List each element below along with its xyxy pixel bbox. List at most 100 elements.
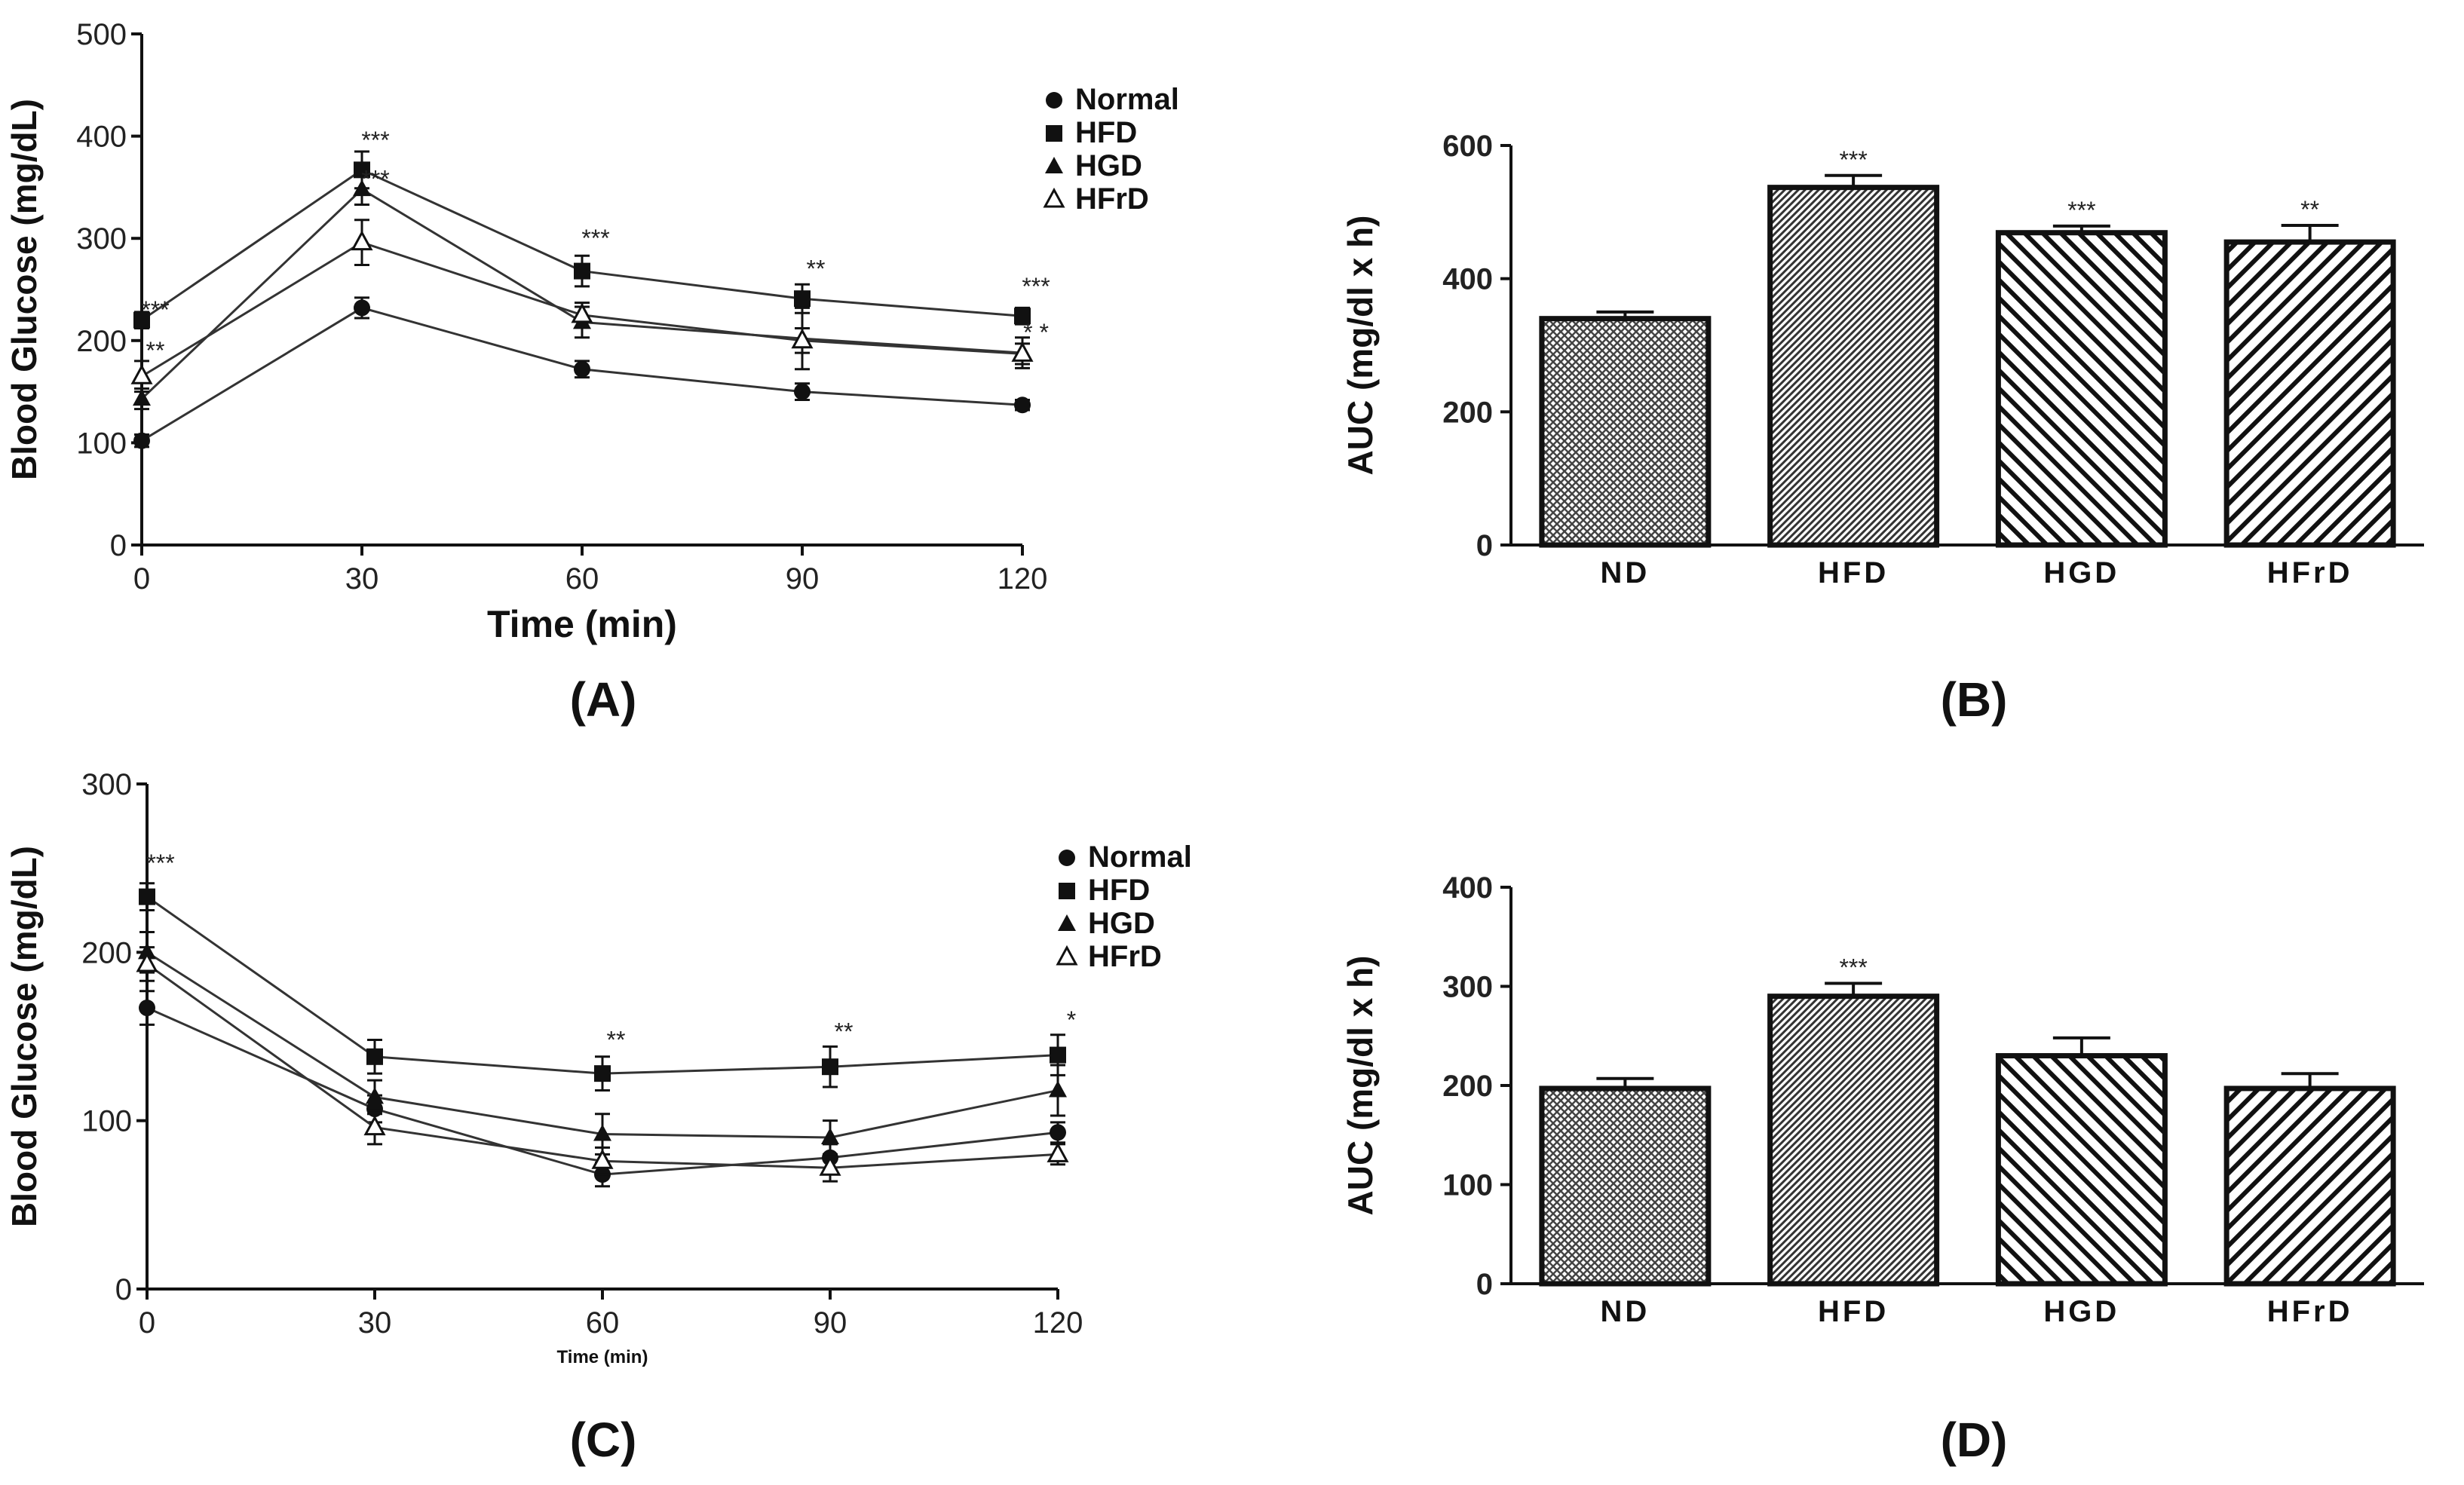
x-tick-label: 30: [345, 562, 379, 596]
panel-label: (C): [570, 1413, 637, 1467]
significance-marker: *: [1067, 1006, 1076, 1033]
y-tick-label: 100: [1442, 1169, 1493, 1202]
y-tick-label: 100: [81, 1105, 132, 1138]
x-tick-label: 60: [565, 562, 599, 596]
data-point-hfrd: [791, 328, 814, 349]
data-point-hfrd: [351, 230, 373, 251]
bar-hfd: [1767, 994, 1940, 1287]
y-axis-label: Blood Glucose (mg/dL): [5, 99, 44, 480]
series-line-hgd: [146, 951, 1059, 1139]
x-axis-label: Time (min): [487, 603, 677, 645]
data-point-hfrd: [363, 1115, 386, 1136]
y-tick-label: 400: [1442, 263, 1493, 296]
data-point-hfrd: [571, 302, 593, 323]
y-tick-label: 0: [1476, 1268, 1493, 1301]
y-tick-label: 300: [81, 768, 132, 801]
data-point-hgd: [1049, 1080, 1067, 1098]
legend-marker-hfrd: [1043, 187, 1065, 208]
legend-label-hgd: HGD: [1088, 907, 1155, 940]
legend-marker-normal: [1046, 92, 1062, 109]
category-label-hgd: HGD: [2043, 556, 2119, 589]
legend-label-hfd: HFD: [1088, 874, 1150, 907]
data-point-hfd: [139, 888, 155, 905]
data-point-hfd: [1014, 308, 1031, 325]
data-point-hfrd: [130, 364, 153, 384]
series-line-hfd: [146, 896, 1059, 1075]
x-tick-label: 90: [786, 562, 820, 596]
panel-label: (B): [1941, 672, 2008, 727]
data-point-normal: [1014, 397, 1031, 414]
y-tick-label: 200: [81, 936, 132, 969]
bar-hgd: [1995, 1053, 2168, 1287]
legend-label-normal: Normal: [1088, 840, 1192, 874]
significance-marker: ***: [361, 127, 389, 154]
data-point-normal: [1050, 1124, 1066, 1141]
category-label-nd: ND: [1600, 1295, 1650, 1328]
data-point-hfd: [133, 311, 150, 329]
data-point-normal: [354, 299, 370, 317]
y-tick-label: 400: [1442, 871, 1493, 905]
legend-label-hfrd: HFrD: [1088, 940, 1162, 973]
significance-marker: **: [607, 1027, 626, 1054]
bar-hgd: [1995, 230, 2168, 548]
data-point-normal: [574, 360, 590, 378]
y-tick-label: 200: [1442, 396, 1493, 429]
significance-marker: ***: [146, 850, 174, 877]
category-label-hfd: HFD: [1818, 556, 1889, 589]
data-point-hfrd: [1047, 1142, 1069, 1162]
significance-marker: ***: [1839, 954, 1867, 981]
y-tick-label: 0: [110, 529, 127, 562]
x-tick-label: 0: [133, 562, 150, 596]
data-point-hfrd: [591, 1149, 614, 1169]
y-axis-label: Blood Glucose (mg/dL): [5, 846, 44, 1227]
axis-lines: [146, 784, 1058, 1291]
panel-d-bar-chart: 0 100 200 300 400 AUC (mg/dl x h) ND HFD *** HGD H…: [1341, 871, 2424, 1467]
y-tick-label: 0: [1476, 529, 1493, 562]
category-label-nd: ND: [1600, 556, 1650, 589]
significance-marker: **: [2300, 196, 2319, 223]
legend-marker-hgd: [1045, 157, 1063, 173]
data-point-hgd: [353, 179, 371, 197]
bar-hfd: [1767, 185, 1940, 548]
y-tick-label: 0: [115, 1273, 132, 1306]
category-label-hfrd: HFrD: [2267, 556, 2353, 589]
data-point-hfrd: [136, 951, 158, 972]
data-point-normal: [139, 1000, 155, 1017]
y-tick-label: 600: [1442, 130, 1493, 163]
category-label-hfd: HFD: [1818, 1295, 1889, 1328]
legend-marker-hfrd: [1056, 945, 1078, 966]
data-point-hgd: [593, 1124, 611, 1141]
significance-marker: ***: [1839, 146, 1867, 173]
data-point-hfrd: [819, 1156, 841, 1176]
y-tick-label: 200: [1442, 1070, 1493, 1103]
y-tick-label: 300: [76, 222, 127, 256]
y-axis-label: AUC (mg/dl x h): [1341, 956, 1380, 1216]
x-tick-label: 60: [586, 1306, 620, 1340]
legend-marker-hfd: [1046, 125, 1062, 142]
legend-marker-normal: [1059, 850, 1075, 866]
significance-marker: ***: [141, 296, 169, 323]
bar-nd: [1539, 316, 1712, 548]
x-tick-label: 30: [358, 1306, 392, 1340]
significance-marker: **: [835, 1018, 854, 1045]
data-point-hfd: [794, 290, 811, 308]
category-label-hgd: HGD: [2043, 1295, 2119, 1328]
x-tick-label: 90: [814, 1306, 847, 1340]
significance-marker: ***: [361, 165, 389, 192]
x-tick-label: 120: [1033, 1306, 1083, 1340]
legend-label-hfrd: HFrD: [1075, 182, 1149, 216]
legend-label-normal: Normal: [1075, 83, 1179, 116]
data-point-hfd: [1050, 1046, 1066, 1064]
significance-marker: ***: [1022, 273, 1050, 300]
panel-c-line-chart: 0 100 200 300 0 30 60 90 120 Blood Glucose (mg/dL…: [5, 768, 1192, 1467]
legend-marker-hgd: [1058, 914, 1076, 931]
bar-nd: [1539, 1085, 1712, 1287]
legend-label-hfd: HFD: [1075, 116, 1137, 149]
data-point-hgd: [821, 1128, 839, 1144]
data-point-hgd: [366, 1087, 384, 1104]
y-tick-label: 200: [76, 325, 127, 358]
data-point-hgd: [133, 389, 151, 406]
legend-label-hgd: HGD: [1075, 149, 1142, 182]
x-axis-label: Time (min): [557, 1347, 648, 1367]
